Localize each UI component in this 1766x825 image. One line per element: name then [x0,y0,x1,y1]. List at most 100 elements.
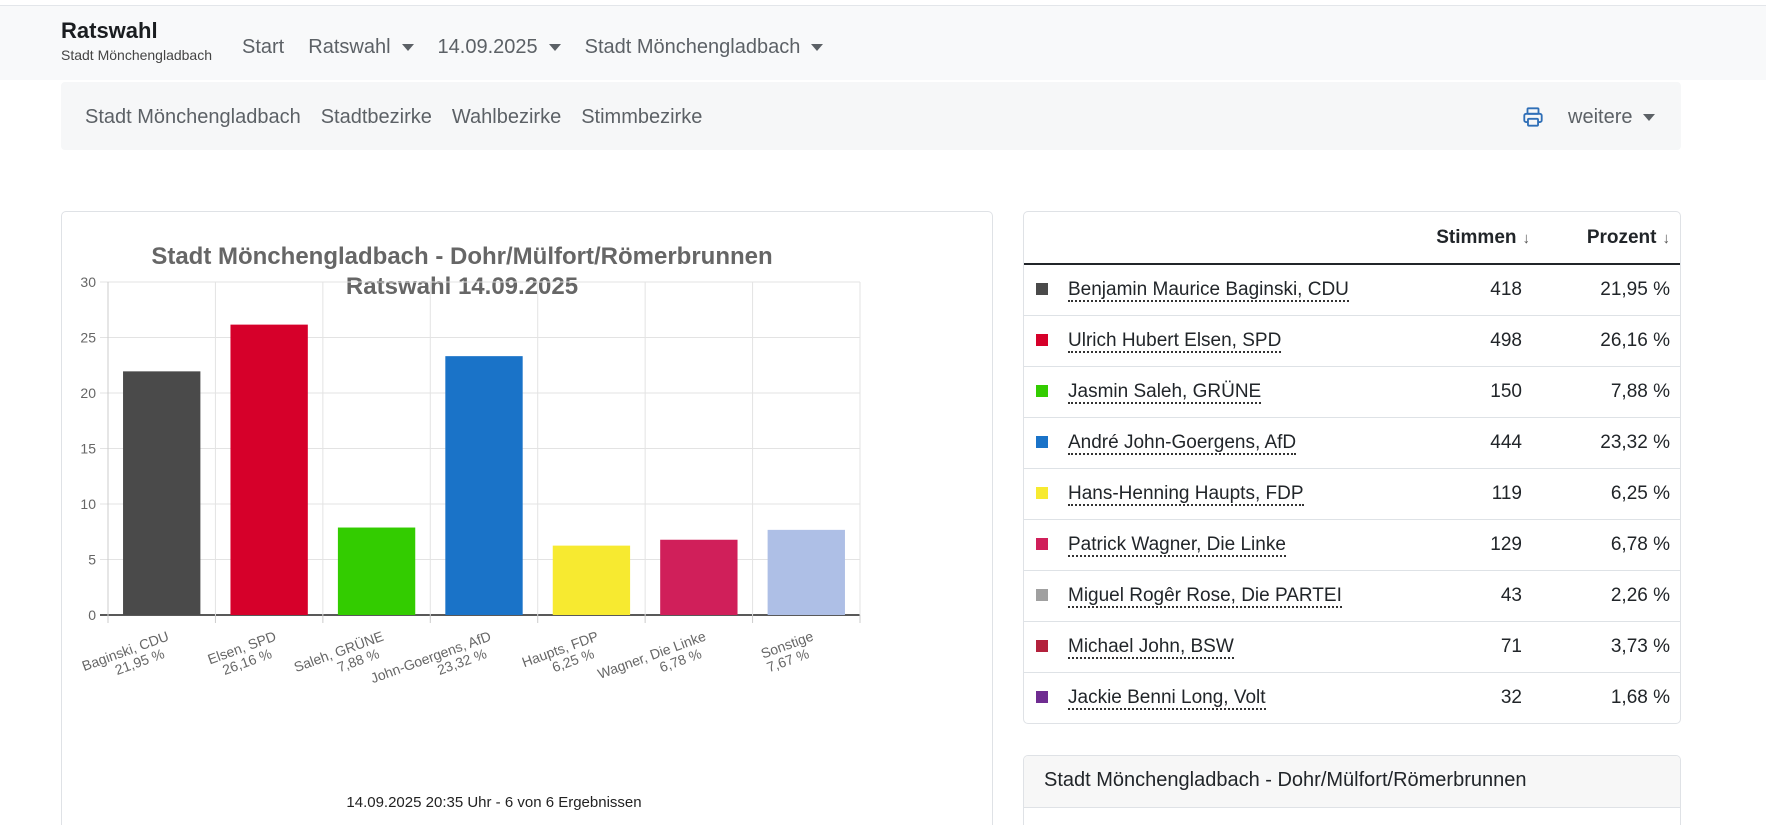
bar-2 [337,527,416,615]
color-swatch [1036,282,1048,295]
bar-0 [123,371,201,615]
chart-title: Stadt Mönchengladbach - Dohr/Mülfort/Röm… [62,242,862,302]
more-dropdown[interactable]: weitere [1568,104,1656,130]
color-column-header [1024,212,1068,265]
caret-down-icon [811,44,824,51]
candidate-link[interactable]: Jackie Benni Long, Volt [1068,686,1266,710]
bar-1 [230,324,308,615]
nav-area-dropdown[interactable]: Stadt Mönchengladbach [583,33,826,61]
chart-card: Stadt Mönchengladbach - Dohr/Mülfort/Röm… [61,211,993,825]
color-swatch [1036,486,1048,499]
row-percent-cell: 7,88 % [1540,366,1680,418]
candidate-link[interactable]: Benjamin Maurice Baginski, CDU [1068,278,1349,302]
chart-footer: 14.09.2025 20:35 Uhr - 6 von 6 Ergebniss… [346,794,642,811]
more-label: weitere [1568,106,1633,128]
table-row: Jackie Benni Long, Volt 32 1,68 % [1024,672,1680,723]
row-percent-cell: 26,16 % [1540,315,1680,367]
bar-3 [445,356,523,615]
caret-down-icon [401,44,414,51]
printer-icon[interactable] [1522,106,1544,128]
votes-header-label: Stimmen [1436,226,1517,248]
subnav-link-stadt[interactable]: Stadt Mönchengladbach [85,106,301,128]
sub-navbar: Stadt Mönchengladbach Stadtbezirke Wahlb… [61,82,1681,150]
row-name-cell: Ulrich Hubert Elsen, SPD [1068,315,1410,367]
row-name-cell: Patrick Wagner, Die Linke [1068,519,1410,571]
table-row: André John-Goergens, AfD 444 23,32 % [1024,417,1680,469]
nav-ratswahl-label: Ratswahl [308,36,391,58]
y-tick-label: 10 [80,496,96,512]
nav-start[interactable]: Start [240,33,286,61]
candidate-link[interactable]: Michael John, BSW [1068,635,1234,659]
nav-date-dropdown[interactable]: 14.09.2025 [436,33,563,61]
sort-arrow-icon: ↓ [1522,229,1531,247]
row-votes-cell: 498 [1410,315,1540,367]
candidate-link[interactable]: Hans-Henning Haupts, FDP [1068,482,1304,506]
row-name-cell: Hans-Henning Haupts, FDP [1068,468,1410,520]
color-swatch [1036,384,1048,397]
candidate-link[interactable]: Jasmin Saleh, GRÜNE [1068,380,1262,404]
row-votes-cell: 71 [1410,621,1540,673]
y-tick-label: 20 [80,385,96,401]
row-votes-cell: 150 [1410,366,1540,418]
row-percent-cell: 6,78 % [1540,519,1680,571]
color-swatch [1036,690,1048,703]
color-swatch [1036,435,1048,448]
row-percent-cell: 2,26 % [1540,570,1680,622]
row-color-cell [1024,264,1068,316]
row-color-cell [1024,621,1068,673]
subnav-link-stimmbezirke[interactable]: Stimmbezirke [581,106,703,128]
table-row: Benjamin Maurice Baginski, CDU 418 21,95 % [1024,264,1680,316]
color-swatch [1036,537,1048,550]
brand[interactable]: Ratswahl Stadt Mönchengladbach [61,18,212,63]
subnav-links: Stadt Mönchengladbach Stadtbezirke Wahlb… [85,104,722,130]
row-color-cell [1024,417,1068,469]
row-percent-cell: 23,32 % [1540,417,1680,469]
y-tick-label: 30 [80,274,96,290]
row-color-cell [1024,519,1068,571]
candidate-link[interactable]: Ulrich Hubert Elsen, SPD [1068,329,1282,353]
row-votes-cell: 444 [1410,417,1540,469]
row-name-cell: Jackie Benni Long, Volt [1068,672,1410,723]
bar-5 [660,539,738,615]
nav-ratswahl-dropdown[interactable]: Ratswahl [306,33,415,61]
subnav-link-wahlbezirke[interactable]: Wahlbezirke [451,106,562,128]
y-tick-label: 0 [88,607,96,623]
row-percent-cell: 1,68 % [1540,672,1680,723]
table-row: Patrick Wagner, Die Linke 129 6,78 % [1024,519,1680,571]
row-percent-cell: 6,25 % [1540,468,1680,520]
brand-subtitle: Stadt Mönchengladbach [61,47,212,63]
candidate-link[interactable]: Patrick Wagner, Die Linke [1068,533,1286,557]
results-table: Stimmen ↓ Prozent ↓ Benjamin Maurice Bagin… [1024,212,1680,723]
row-name-cell: Michael John, BSW [1068,621,1410,673]
percent-header-label: Prozent [1586,226,1657,248]
chart-title-line2: Ratswahl 14.09.2025 [345,273,579,300]
chart-title-line1: Stadt Mönchengladbach - Dohr/Mülfort/Röm… [151,243,773,270]
row-color-cell [1024,468,1068,520]
row-percent-cell: 21,95 % [1540,264,1680,316]
color-swatch [1036,588,1048,601]
percent-column-header[interactable]: Prozent ↓ [1540,212,1680,265]
sort-arrow-icon: ↓ [1662,229,1671,247]
candidate-link[interactable]: Miguel Rogêr Rose, Die PARTEI [1068,584,1342,608]
color-swatch [1036,333,1048,346]
row-percent-cell: 3,73 % [1540,621,1680,673]
row-votes-cell: 418 [1410,264,1540,316]
votes-column-header[interactable]: Stimmen ↓ [1410,212,1540,265]
y-tick-label: 15 [80,441,96,457]
area-card-header: Stadt Mönchengladbach - Dohr/Mülfort/Röm… [1024,756,1680,808]
caret-down-icon [1643,114,1656,121]
top-navbar: Ratswahl Stadt Mönchengladbach Start Rat… [0,5,1766,80]
y-tick-label: 5 [88,552,96,568]
candidate-link[interactable]: André John-Goergens, AfD [1068,431,1297,455]
main-nav: Start Ratswahl 14.09.2025 Stadt Möncheng… [240,33,845,61]
results-table-card: Stimmen ↓ Prozent ↓ Benjamin Maurice Bagin… [1023,211,1681,724]
table-row: Michael John, BSW 71 3,73 % [1024,621,1680,673]
row-votes-cell: 119 [1410,468,1540,520]
subnav-link-stadtbezirke[interactable]: Stadtbezirke [320,106,432,128]
table-row: Ulrich Hubert Elsen, SPD 498 26,16 % [1024,315,1680,367]
